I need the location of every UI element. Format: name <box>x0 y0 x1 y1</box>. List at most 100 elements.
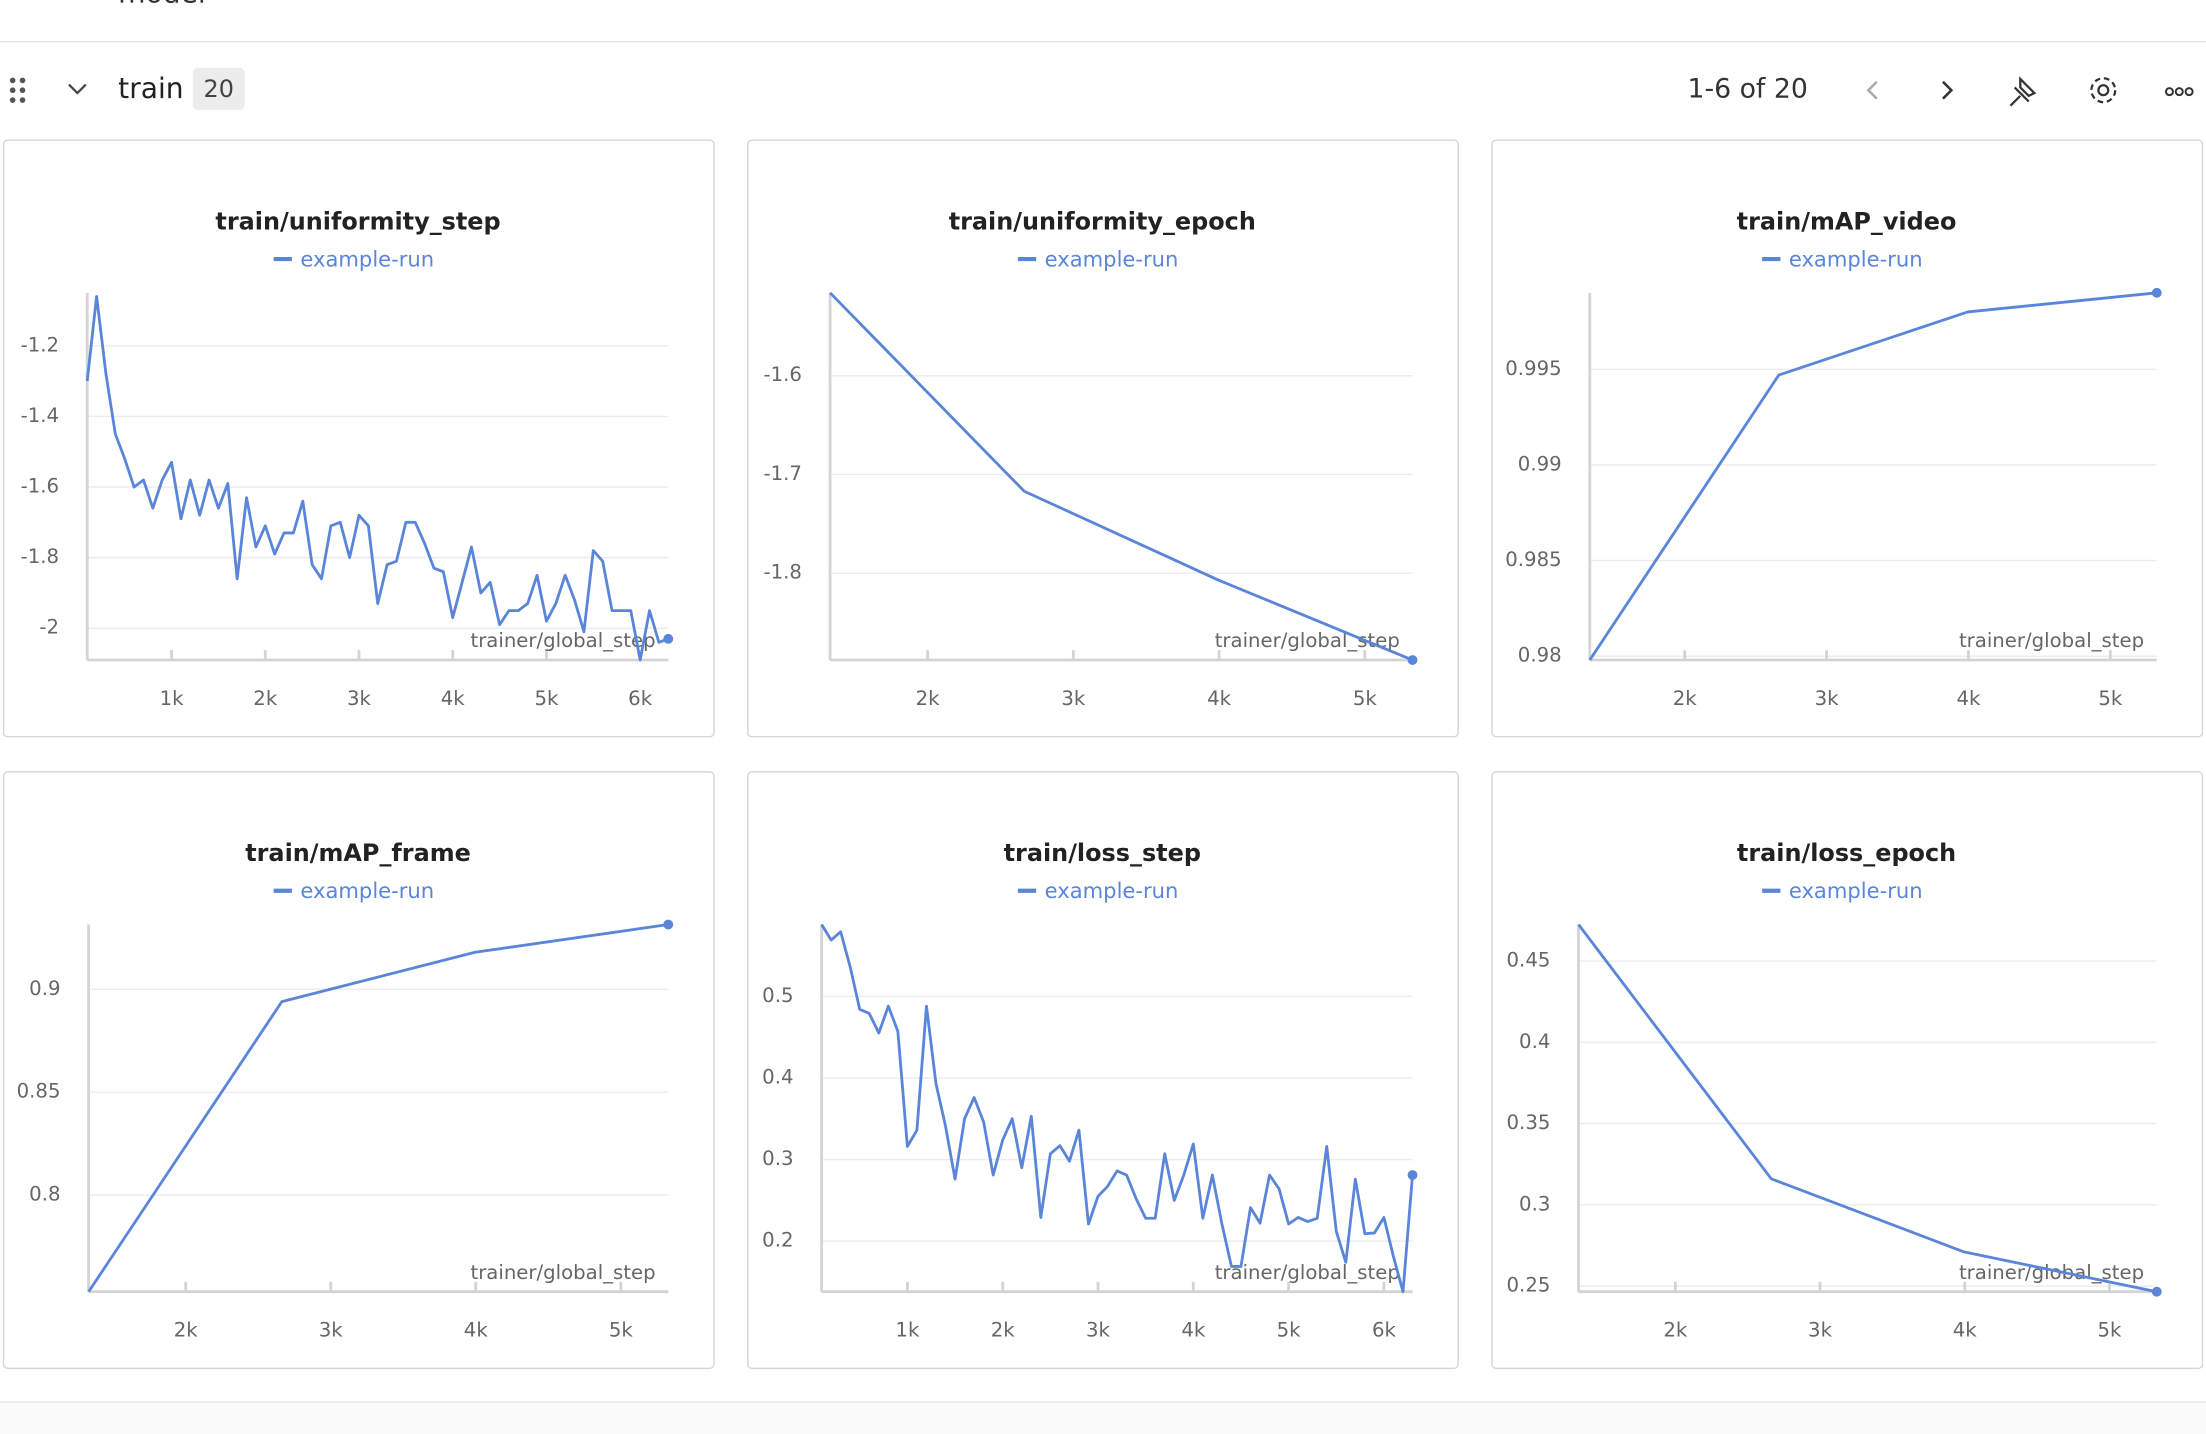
panel-frame <box>747 771 1459 1370</box>
x-tick-label: 3k <box>1808 1319 1833 1342</box>
x-tick-label: 3k <box>1061 687 1086 710</box>
more-button[interactable] <box>2164 87 2194 97</box>
panel-frame <box>2 139 715 738</box>
data-line <box>87 923 669 1293</box>
x-axis-label: trainer/global_step <box>470 1261 655 1284</box>
x-tick-label: 2k <box>1663 1319 1688 1342</box>
legend-label: example-run <box>1789 878 1923 903</box>
chart-title: train/mAP_video <box>1737 207 1957 235</box>
panel-frame <box>1491 139 2204 738</box>
next-page[interactable] <box>1942 80 1954 100</box>
y-tick-label: 0.8 <box>29 1183 60 1206</box>
y-tick-label: 0.5 <box>762 984 793 1007</box>
end-point <box>2151 1286 2162 1297</box>
legend-label: example-run <box>1045 246 1179 271</box>
x-tick-label: 1k <box>895 1319 920 1342</box>
y-tick-label: 0.35 <box>1507 1111 1551 1134</box>
end-point <box>1407 1170 1418 1180</box>
chart-title: train/uniformity_step <box>215 207 500 235</box>
x-tick-label: 5k <box>609 1319 634 1342</box>
y-tick-label: -1.6 <box>21 475 59 498</box>
x-tick-label: 4k <box>1181 1319 1206 1342</box>
legend-label: example-run <box>1045 878 1179 903</box>
pin-button[interactable] <box>2009 76 2037 107</box>
y-tick-label: 0.995 <box>1505 357 1561 380</box>
panel-frame <box>1491 771 2204 1370</box>
chart-title: train/loss_step <box>1004 839 1201 867</box>
drag-handle[interactable] <box>9 77 26 103</box>
y-tick-label: 0.98 <box>1518 644 1562 667</box>
x-tick-label: 5k <box>2098 687 2123 710</box>
y-tick-label: 0.2 <box>762 1229 793 1252</box>
x-tick-label: 6k <box>628 687 653 710</box>
y-tick-label: 0.99 <box>1518 452 1562 475</box>
x-tick-label: 4k <box>441 687 466 710</box>
section-title[interactable]: train <box>118 72 183 105</box>
x-axis-label: trainer/global_step <box>1215 1261 1400 1284</box>
x-axis-label: trainer/global_step <box>470 629 655 652</box>
y-tick-label: 0.3 <box>1519 1192 1550 1215</box>
data-line <box>820 923 1414 1294</box>
x-tick-label: 5k <box>1277 1319 1302 1342</box>
panel-frame <box>2 771 715 1370</box>
chart-panel: train/loss_step 0.5 0.4 0.3 0.2 1k 2k 3k 4k 5k 6k t… <box>747 771 1459 1370</box>
y-tick-label: -1.8 <box>21 545 59 568</box>
y-tick-label: -2 <box>39 616 59 639</box>
legend-label: example-run <box>1789 246 1923 271</box>
prev-page[interactable] <box>1866 80 1878 100</box>
y-tick-label: 0.4 <box>762 1065 793 1088</box>
data-line <box>1588 291 2157 661</box>
x-tick-label: 5k <box>1353 687 1378 710</box>
chart-panel: train/uniformity_epoch -1.6 -1.7 -1.8 2k 3k 4k… <box>747 139 1459 738</box>
x-tick-label: 3k <box>347 687 372 710</box>
y-tick-label: -1.6 <box>764 363 802 386</box>
x-tick-label: 3k <box>1086 1319 1111 1342</box>
legend-label: example-run <box>300 878 434 903</box>
x-tick-label: 4k <box>1953 1319 1978 1342</box>
x-tick-label: 4k <box>1207 687 1232 710</box>
chart-title: train/loss_epoch <box>1737 839 1956 867</box>
x-tick-label: 2k <box>174 1319 199 1342</box>
settings-button[interactable] <box>2090 77 2117 104</box>
end-point <box>2151 287 2162 298</box>
x-tick-label: 2k <box>253 687 278 710</box>
collapse-toggle[interactable] <box>68 83 87 95</box>
chart-panel: train/mAP_frame 0.9 0.85 0.8 2k 3k 4k 5k trainer… <box>2 771 715 1370</box>
end-point <box>663 633 674 644</box>
x-tick-label: 2k <box>991 1319 1016 1342</box>
chart-panel: train/mAP_video 0.995 0.99 0.985 0.98 2k 3k 4k 5… <box>1491 139 2204 738</box>
y-tick-label: 0.25 <box>1507 1274 1551 1297</box>
x-axis-label: trainer/global_step <box>1215 629 1400 652</box>
y-tick-label: -1.4 <box>21 404 59 427</box>
x-tick-label: 1k <box>160 687 185 710</box>
end-point <box>663 919 674 930</box>
x-tick-label: 6k <box>1372 1319 1397 1342</box>
count-badge <box>192 67 245 110</box>
y-tick-label: 0.45 <box>1507 949 1551 972</box>
y-tick-label: -1.7 <box>764 462 802 485</box>
x-axis-label: trainer/global_step <box>1959 1261 2144 1284</box>
chart-title: train/uniformity_epoch <box>949 207 1256 235</box>
chart-panel: train/uniformity_step -1.2 -1.4 -1.6 -1.8 -2 1… <box>2 139 715 738</box>
panel-frame <box>747 139 1459 738</box>
data-line <box>85 294 669 662</box>
y-tick-label: -1.2 <box>21 333 59 356</box>
y-tick-label: 0.9 <box>29 977 60 1000</box>
legend-label: example-run <box>300 246 434 271</box>
pagination: 1-6 of 20 <box>1687 74 1807 105</box>
y-tick-label: 0.4 <box>1519 1030 1550 1053</box>
y-tick-label: -1.8 <box>764 561 802 584</box>
data-line <box>1577 923 2158 1294</box>
x-tick-label: 3k <box>319 1319 344 1342</box>
y-tick-label: 0.985 <box>1505 548 1561 571</box>
panel-count: 20 <box>204 75 234 103</box>
x-tick-label: 5k <box>534 687 559 710</box>
x-tick-label: 4k <box>1957 687 1982 710</box>
section-title: model <box>118 0 206 10</box>
end-point <box>1407 655 1418 665</box>
chart-panel: train/loss_epoch 0.45 0.4 0.35 0.3 0.25 2k 3k 4k… <box>1491 771 2204 1370</box>
x-tick-label: 2k <box>916 687 941 710</box>
x-axis-label: trainer/global_step <box>1959 629 2144 652</box>
